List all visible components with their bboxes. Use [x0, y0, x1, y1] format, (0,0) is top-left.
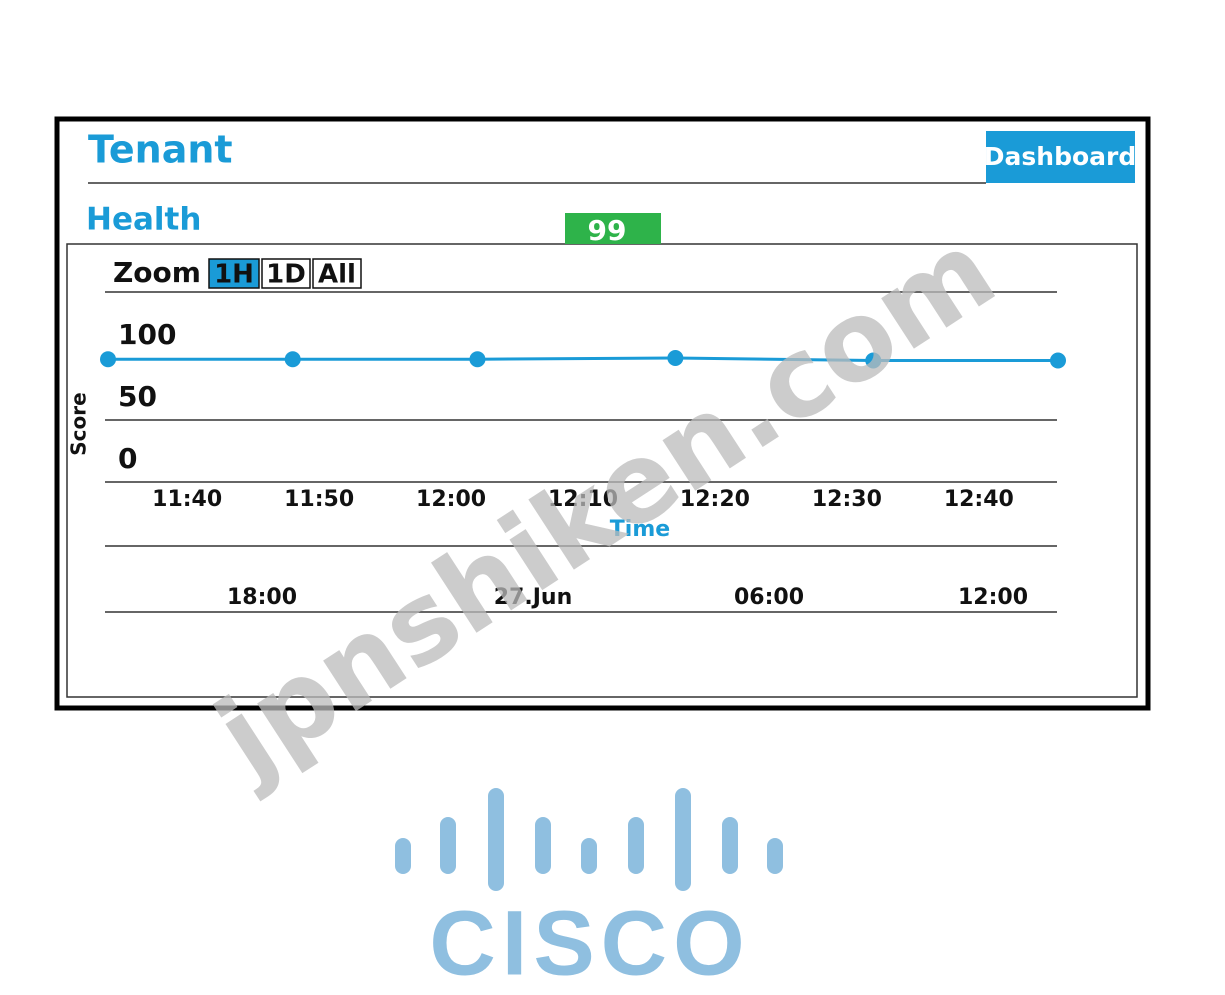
- logo-bar: [675, 788, 691, 891]
- score-point: [100, 351, 116, 368]
- zoom-option[interactable]: All: [318, 260, 356, 290]
- overview-tick-label: 27.Jun: [494, 585, 572, 610]
- x-tick-label: 11:40: [152, 487, 222, 512]
- x-tick-label: 11:50: [284, 487, 354, 512]
- logo-bar: [440, 817, 456, 874]
- logo-bar: [722, 817, 738, 874]
- zoom-button[interactable]: [261, 258, 311, 289]
- score-line: [108, 356, 1058, 362]
- health-badge: [565, 213, 661, 244]
- overview-tick-label: 06:00: [734, 585, 804, 610]
- y-tick-label: 0: [118, 442, 137, 475]
- health-label: Health: [86, 202, 201, 238]
- logo-bar: [581, 838, 597, 874]
- logo-bar: [535, 817, 551, 874]
- outer-frame: [54, 116, 1151, 711]
- score-point: [667, 350, 684, 366]
- logo-text: CISCO: [429, 892, 750, 994]
- logo-bar: [767, 838, 783, 874]
- y-tick-label: 100: [118, 318, 176, 351]
- logo-bar: [488, 788, 504, 891]
- zoom-label: Zoom: [113, 256, 201, 289]
- logo-bar: [628, 817, 644, 874]
- zoom-button[interactable]: [208, 258, 260, 289]
- dashboard-label[interactable]: Dashboard: [984, 142, 1136, 171]
- zoom-option[interactable]: 1D: [266, 260, 306, 290]
- health-score: 99: [588, 214, 627, 247]
- score-point: [1050, 352, 1066, 369]
- x-tick-label: 12:20: [680, 487, 750, 512]
- zoom-option[interactable]: 1H: [214, 260, 254, 290]
- tenant-title: Tenant: [88, 128, 233, 172]
- x-tick-label: 12:00: [416, 487, 486, 512]
- x-tick-label: 12:10: [548, 487, 618, 512]
- y-axis-label: Score: [67, 392, 91, 455]
- x-axis-label: Time: [610, 517, 670, 542]
- dashboard-button[interactable]: [986, 131, 1135, 183]
- zoom-button[interactable]: [312, 258, 362, 289]
- score-point: [284, 351, 301, 368]
- x-tick-label: 12:30: [812, 487, 882, 512]
- overview-tick-label: 18:00: [227, 585, 297, 610]
- y-tick-label: 50: [118, 380, 157, 413]
- score-point: [865, 352, 882, 369]
- x-tick-label: 12:40: [944, 487, 1014, 512]
- logo-bars: [395, 788, 783, 891]
- overview-tick-label: 12:00: [958, 585, 1028, 610]
- score-point: [469, 351, 486, 368]
- logo-bar: [395, 838, 411, 874]
